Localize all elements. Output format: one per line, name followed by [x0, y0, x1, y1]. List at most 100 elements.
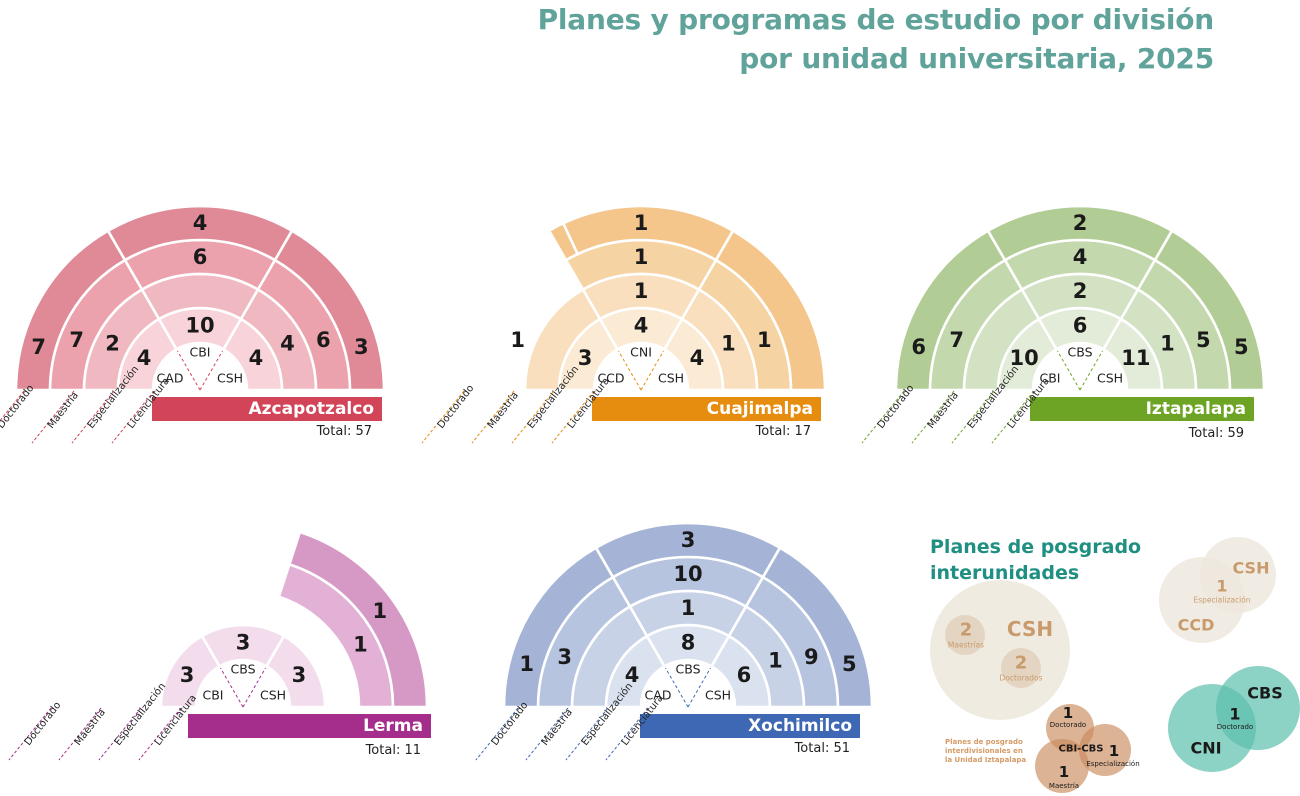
level-leader — [471, 390, 515, 444]
value-iztapalapa-csh-licenciatura: 11 — [1121, 346, 1150, 370]
value-cuajimalpa-csh-maestría: 1 — [757, 328, 772, 352]
division-divider-right — [242, 667, 266, 708]
csh-unit-label: CSH — [1007, 617, 1053, 641]
division-divider-right — [640, 350, 664, 391]
cbi-cbs-maestria-value: 1 — [1059, 763, 1069, 781]
division-label-cbs: CBS — [230, 662, 255, 677]
value-cuajimalpa-cni-licenciatura: 4 — [634, 314, 649, 338]
level-leader — [138, 707, 182, 761]
value-iztapalapa-cbs-doctorado: 2 — [1073, 211, 1088, 235]
unit-total: Total: 51 — [794, 741, 850, 756]
interunidades-title-line2: interunidades — [930, 562, 1079, 584]
level-label-maestría: Maestría — [45, 390, 81, 431]
iztapalapa-note: Planes de posgrado interdivisionales en la… — [945, 738, 1026, 764]
cbi-cbs-doctorado-label: Doctorado — [1050, 721, 1086, 729]
division-label-cad: CAD — [645, 688, 672, 703]
level-label-maestría: Maestría — [72, 707, 108, 748]
unit-name: Xochimilco — [748, 716, 852, 736]
division-divider-right — [199, 350, 223, 391]
unit-name-bar — [152, 397, 382, 421]
value-xochimilco-cbs-maestría: 10 — [673, 562, 702, 586]
unit-name: Lerma — [363, 716, 423, 736]
value-xochimilco-csh-maestría: 9 — [804, 645, 819, 669]
csh-maestrias-value: 2 — [960, 620, 973, 641]
unit-name: Azcapotzalco — [248, 399, 374, 419]
unit-total: Total: 11 — [365, 743, 421, 758]
unit-name-bar — [640, 714, 860, 738]
unit-name-bar — [1030, 397, 1254, 421]
unit-name-bar — [188, 714, 431, 738]
value-xochimilco-csh-doctorado: 5 — [842, 652, 857, 676]
value-xochimilco-cbs-especialización: 1 — [681, 596, 696, 620]
value-azcapotzalco-cbi-maestría: 6 — [193, 245, 208, 269]
value-iztapalapa-cbs-especialización: 2 — [1073, 279, 1088, 303]
page-title-line2: por unidad universitaria, 2025 — [739, 42, 1214, 75]
cbi-cbs-esp-circle — [1079, 724, 1131, 776]
value-xochimilco-csh-licenciatura: 6 — [737, 663, 752, 687]
value-xochimilco-cad-doctorado: 1 — [519, 652, 534, 676]
value-azcapotzalco-cad-doctorado: 7 — [31, 335, 46, 359]
value-xochimilco-cbs-licenciatura: 8 — [681, 631, 696, 655]
level-label-doctorado: Doctorado — [436, 383, 477, 431]
level-leader — [8, 707, 52, 761]
division-label-csh: CSH — [1097, 371, 1123, 386]
csh-doctorados-label: Doctorados — [1000, 674, 1043, 683]
level-leader — [98, 707, 142, 761]
cbs-cni-label: Doctorado — [1217, 723, 1253, 731]
value-cuajimalpa-csh-especialización: 1 — [721, 332, 736, 356]
interunidades-title-line1: Planes de posgrado — [930, 536, 1141, 558]
ccd-csh-value: 1 — [1216, 577, 1227, 596]
cell-iztapalapa-csh-doctorado — [1153, 228, 1266, 392]
iztapalapa-note-line: Planes de posgrado — [945, 738, 1023, 746]
level-leader — [525, 707, 569, 761]
value-iztapalapa-csh-doctorado: 5 — [1234, 335, 1249, 359]
unit-name: Iztapalapa — [1146, 399, 1246, 419]
level-leader — [111, 390, 155, 444]
value-cuajimalpa-ccd-maestría: 1 — [510, 328, 525, 352]
division-label-csh: CSH — [217, 371, 243, 386]
division-divider-left — [177, 350, 201, 391]
csh-maestrias-label: Maestrías — [948, 641, 984, 650]
unit-name-bar — [592, 397, 821, 421]
division-label-cbs: CBS — [675, 662, 700, 677]
level-leader — [511, 390, 555, 444]
level-label-maestría: Maestría — [485, 390, 521, 431]
level-leader — [991, 390, 1035, 444]
value-cuajimalpa-cni-doctorado: 1 — [634, 211, 649, 235]
level-leader — [565, 707, 609, 761]
value-azcapotzalco-csh-maestría: 6 — [316, 328, 331, 352]
cell-lerma-csh-doctorado — [287, 530, 429, 709]
level-leader — [911, 390, 955, 444]
value-azcapotzalco-csh-doctorado: 3 — [354, 335, 369, 359]
csh-postgrado-circle — [930, 580, 1070, 720]
csh-maestrias-circle — [945, 615, 985, 655]
cbi-cbs-center-label: CBI-CBS — [1059, 744, 1104, 755]
cbi-cbs-maestria-label: Maestría — [1049, 782, 1079, 790]
value-iztapalapa-csh-maestría: 5 — [1196, 328, 1211, 352]
value-iztapalapa-cbi-licenciatura: 10 — [1009, 346, 1038, 370]
ccd-csh-unit-a: CSH — [1233, 559, 1270, 578]
level-label-maestría: Maestría — [539, 707, 575, 748]
division-label-cni: CNI — [630, 345, 652, 360]
value-azcapotzalco-csh-especialización: 4 — [280, 332, 295, 356]
cell-azcapotzalco-csh-doctorado — [273, 228, 386, 392]
level-label-doctorado: Doctorado — [23, 700, 64, 748]
unit-chart-lerma: CBI CBS CSH 3 3 3 11 Lerma Total: 11 Doctorado Mae… — [8, 530, 431, 761]
division-label-ccd: CCD — [597, 371, 624, 386]
level-leader — [605, 707, 649, 761]
level-leader — [475, 707, 519, 761]
cbs-cni-unit-a: CBS — [1247, 684, 1282, 703]
csh-circle — [1200, 537, 1276, 613]
value-azcapotzalco-cad-licenciatura: 4 — [137, 346, 152, 370]
ccd-csh-unit-b: CCD — [1178, 616, 1215, 635]
value-azcapotzalco-cad-maestría: 7 — [69, 328, 84, 352]
cbs-circle — [1216, 666, 1300, 750]
page-title: Planes y programas de estudio por divisi… — [538, 0, 1215, 78]
division-label-csh: CSH — [658, 371, 684, 386]
value-iztapalapa-csh-especialización: 1 — [1160, 332, 1175, 356]
value-xochimilco-cad-maestría: 3 — [557, 645, 572, 669]
division-label-csh: CSH — [260, 688, 286, 703]
